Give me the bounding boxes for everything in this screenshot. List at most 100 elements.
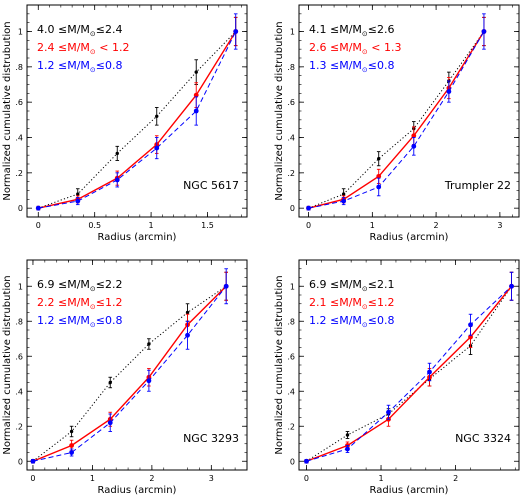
legend-mass-symbol: M/M [67, 59, 90, 72]
legend-space: ≤ [327, 296, 340, 309]
series-line [32, 285, 227, 462]
legend-space: ≤ [327, 23, 340, 36]
legend-mass-high: 1.2 [112, 41, 130, 54]
x-tick-label: 2 [149, 474, 154, 483]
y-tick-label: .2 [15, 169, 23, 178]
legend-mass-symbol: M/M [339, 23, 362, 36]
x-axis-label: Radius (arcmin) [370, 232, 449, 243]
legend-relation: ≤ [368, 278, 377, 291]
series-line [38, 31, 237, 209]
legend-mass-low: 1.2 [37, 59, 55, 72]
legend-space: ≤ [327, 59, 340, 72]
legend-entry-blue: 1.3 ≤M/M⊙≤0.8 [309, 59, 395, 74]
y-tick-label: .6 [287, 352, 295, 361]
legend-mass-high: 0.8 [377, 59, 395, 72]
data-point [193, 108, 199, 114]
sun-symbol: ⊙ [362, 66, 368, 74]
series-blue [30, 268, 229, 464]
legend-space: ≤ [327, 278, 340, 291]
cluster-name: NGC 3324 [455, 432, 511, 445]
data-point [114, 177, 120, 183]
sun-symbol: ⊙ [90, 321, 96, 329]
data-point [30, 458, 36, 464]
data-point [233, 29, 239, 34]
y-tick-label: .4 [15, 387, 23, 396]
series-line [306, 285, 512, 462]
x-tick-label: 0 [304, 474, 309, 483]
data-point [35, 205, 41, 211]
data-point [341, 198, 347, 204]
data-point [306, 205, 311, 211]
y-axis-label: Normalized cumulative distrubution [2, 21, 13, 200]
y-tick-label: .2 [287, 422, 295, 431]
data-point [75, 198, 81, 204]
legend-mass-high: 1.3 [384, 41, 402, 54]
legend-mass-symbol: M/M [67, 23, 90, 36]
sun-symbol: ⊙ [362, 303, 368, 311]
y-tick-label: .8 [15, 317, 23, 326]
legend-entry-black: 6.9 ≤M/M⊙≤2.1 [309, 278, 395, 293]
y-tick-label: .8 [15, 63, 23, 72]
y-tick-label: 0 [290, 204, 295, 213]
legend-mass-high: 2.4 [105, 23, 123, 36]
y-axis-label: Normalized cumulative distrubution [274, 21, 285, 200]
series-line [38, 31, 237, 209]
sun-symbol: ⊙ [90, 30, 96, 38]
data-point [69, 450, 74, 455]
legend-relation: ≤ [96, 296, 105, 309]
legend-space: ≤ [327, 41, 340, 54]
cluster-name: NGC 3293 [183, 432, 239, 445]
legend-entry-blue: 1.2 ≤M/M⊙≤0.8 [37, 314, 123, 329]
series-blue [304, 271, 514, 464]
data-point [115, 151, 119, 156]
data-point [69, 429, 74, 434]
legend-mass-high: 2.6 [377, 23, 395, 36]
x-tick-label: 1 [90, 474, 95, 483]
data-point [154, 145, 160, 151]
legend-relation: ≤ [96, 23, 105, 36]
y-tick-label: .2 [287, 169, 295, 178]
data-point [146, 378, 152, 384]
series-blue [35, 13, 239, 211]
y-tick-label: .4 [287, 387, 295, 396]
legend-space: ≤ [55, 59, 68, 72]
data-point [509, 283, 514, 289]
legend-space: ≤ [55, 278, 68, 291]
x-tick-label: 3 [209, 474, 214, 483]
data-point [155, 114, 159, 119]
y-tick-label: 1 [18, 28, 23, 37]
x-tick-label: 1 [149, 221, 154, 230]
sun-symbol: ⊙ [362, 285, 368, 293]
data-point [147, 342, 151, 346]
data-point [468, 334, 473, 340]
data-point [108, 380, 112, 385]
legend-mass-low: 6.9 [309, 278, 327, 291]
legend-relation: < [96, 41, 112, 54]
x-axis-label: Radius (arcmin) [98, 232, 177, 243]
x-tick-label: 0 [306, 221, 311, 230]
legend-entry-red: 2.1 ≤M/M⊙≤1.2 [309, 296, 395, 311]
legend-relation: ≤ [368, 296, 377, 309]
series-line [306, 285, 513, 462]
legend-entry-red: 2.4 ≤M/M⊙ < 1.2 [37, 41, 130, 56]
y-axis-label: Normalized cumulative distrubution [2, 275, 13, 454]
legend-space: ≤ [327, 314, 340, 327]
data-point [376, 184, 382, 190]
data-point [411, 133, 417, 139]
cluster-name: Trumpler 22 [444, 179, 511, 192]
data-point [223, 283, 229, 289]
legend-relation: ≤ [96, 314, 105, 327]
legend-mass-low: 1.2 [309, 314, 327, 327]
legend-mass-symbol: M/M [67, 41, 90, 54]
data-point [304, 458, 309, 464]
y-tick-label: 1 [18, 282, 23, 291]
x-tick-label: 3 [497, 221, 502, 230]
data-point [377, 157, 381, 161]
legend-relation: ≤ [96, 59, 105, 72]
y-tick-label: .6 [287, 98, 295, 107]
legend-entry-blue: 1.2 ≤M/M⊙≤0.8 [309, 314, 395, 329]
x-tick-label: 1.5 [201, 221, 214, 230]
sun-symbol: ⊙ [90, 285, 96, 293]
